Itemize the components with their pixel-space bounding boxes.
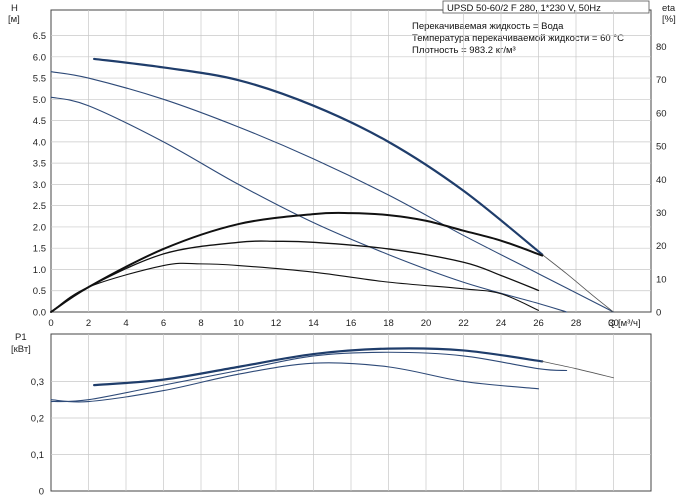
x-tick-label: 24 (496, 318, 507, 329)
y-tick-label-left: 6.0 (33, 52, 46, 63)
x-tick-label: 30 (608, 318, 619, 329)
y-tick-label-right: 60 (656, 108, 667, 119)
y-tick-label-right: 10 (656, 274, 667, 285)
eta-curve-6 (50, 262, 540, 313)
y-tick-label-right: 0 (656, 308, 661, 319)
y-tick-label-left: 6.5 (33, 31, 46, 42)
y-axis-label-right-line1: eta (662, 3, 676, 14)
y-axis-label-left-line1: H (11, 3, 18, 14)
y-tick-label-left: 3.5 (33, 159, 46, 170)
x-tick-label: 6 (161, 318, 166, 329)
y-tick-label-left: 2.0 (33, 222, 46, 233)
y-tick-label-right: 30 (656, 208, 667, 219)
y-tick-label-left: 5.5 (33, 74, 46, 85)
power-y-tick-label: 0 (39, 487, 44, 498)
power-y-label-line2: [кВт] (11, 344, 31, 355)
y-tick-label-left: 1.0 (33, 265, 46, 276)
x-tick-label: 20 (421, 318, 432, 329)
x-tick-label: 22 (458, 318, 469, 329)
y-tick-label-right: 50 (656, 142, 667, 153)
y-tick-label-left: 3.0 (33, 180, 46, 191)
y-tick-label-left: 5.0 (33, 95, 46, 106)
power-y-tick-label: 0,3 (31, 377, 44, 388)
x-tick-label: 14 (308, 318, 319, 329)
x-tick-label: 10 (233, 318, 244, 329)
x-tick-label: 2 (86, 318, 91, 329)
y-tick-label-right: 70 (656, 75, 667, 86)
y-tick-label-left: 2.5 (33, 201, 46, 212)
y-tick-label-right: 40 (656, 175, 667, 186)
y-tick-label-left: 0.0 (33, 308, 46, 319)
grid-layer (51, 10, 651, 491)
y-tick-label-left: 4.0 (33, 137, 46, 148)
y-tick-label-left: 4.5 (33, 116, 46, 127)
eta-curve-5 (50, 240, 540, 313)
title-box (442, 0, 650, 14)
x-tick-label: 26 (533, 318, 544, 329)
y-axis-label-left-line2: [м] (8, 14, 20, 25)
x-tick-label: 8 (198, 318, 203, 329)
power-curve-0 (93, 347, 544, 387)
y-tick-label-right: 20 (656, 241, 667, 252)
y-axis-label-right-line2: [%] (662, 14, 676, 25)
series-layer (50, 57, 615, 403)
x-tick-label: 28 (571, 318, 582, 329)
note-liquid: Перекачиваемая жидкость = Вода (412, 21, 564, 32)
chart-title: UPSD 50-60/2 F 280, 1*230 V, 50Hz (447, 3, 601, 14)
y-tick-label-right: 80 (656, 42, 667, 53)
head-curve-0 (93, 57, 544, 256)
power-y-label-line1: P1 (15, 332, 27, 343)
power-y-tick-label: 0,1 (31, 450, 44, 461)
power-extension-curve-3 (541, 360, 614, 379)
note-temperature: Температура перекачиваемой жидкости = 60… (412, 33, 624, 44)
x-tick-label: 12 (271, 318, 282, 329)
y-tick-label-left: 0.5 (33, 286, 46, 297)
power-curve-1 (50, 351, 568, 403)
head-curve-1 (50, 71, 615, 313)
x-tick-label: 16 (346, 318, 357, 329)
x-tick-label: 18 (383, 318, 394, 329)
x-tick-label: 4 (123, 318, 128, 329)
tick-layer: 0 2 4 6 8 10 12 14 16 18 20 22 24 26 28 300.00.51.01.52… (31, 31, 667, 497)
power-curve-2 (50, 362, 540, 403)
eta-curve-4 (50, 211, 544, 313)
head-curve-2 (50, 96, 568, 313)
y-tick-label-left: 1.5 (33, 244, 46, 255)
power-y-tick-label: 0,2 (31, 413, 44, 424)
x-tick-label: 0 (48, 318, 53, 329)
head-extension-curve-3 (541, 254, 614, 313)
x-axis-label: Q [м³/ч] (608, 318, 641, 329)
